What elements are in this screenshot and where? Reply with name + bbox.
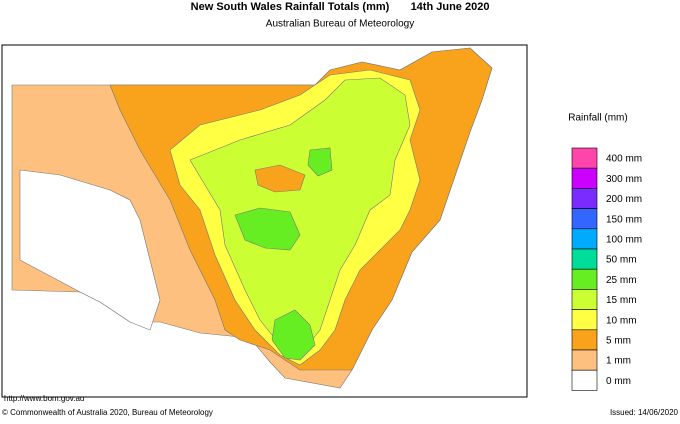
legend-swatch xyxy=(571,309,598,331)
copyright: © Commonwealth of Australia 2020, Bureau… xyxy=(2,408,213,417)
legend-swatch xyxy=(571,167,598,189)
legend-label: 15 mm xyxy=(606,295,637,306)
legend-swatch xyxy=(571,268,598,290)
legend-label: 300 mm xyxy=(606,174,642,185)
title: New South Wales Rainfall Totals (mm) xyxy=(191,1,390,13)
legend-swatch xyxy=(571,208,598,230)
legend-label: 25 mm xyxy=(606,275,637,286)
issued: Issued: 14/06/2020 xyxy=(610,408,679,417)
nsw-0mm xyxy=(19,169,161,331)
legend-swatch xyxy=(571,147,598,169)
legend-label: 5 mm xyxy=(606,336,631,347)
legend-swatch xyxy=(571,248,598,270)
legend: 400 mm 300 mm 200 mm 150 mm 100 mm 50 mm 25 mm… xyxy=(571,147,642,391)
legend-label: 150 mm xyxy=(606,214,642,225)
legend-label: 100 mm xyxy=(606,235,642,246)
date: 14th June 2020 xyxy=(411,1,490,13)
subtitle: Australian Bureau of Meteorology xyxy=(266,19,414,30)
legend-swatch xyxy=(571,369,598,391)
legend-title: Rainfall (mm) xyxy=(568,113,627,124)
nsw-15mm xyxy=(189,77,411,356)
legend-label: 50 mm xyxy=(606,255,637,266)
legend-label: 400 mm xyxy=(606,154,642,165)
nsw-5mm-patch xyxy=(254,164,306,193)
legend-label: 200 mm xyxy=(606,194,642,205)
nsw-25mm-a xyxy=(234,207,301,251)
legend-swatch xyxy=(571,188,598,209)
legend-label: 0 mm xyxy=(606,376,631,387)
legend-swatch xyxy=(571,289,598,310)
legend-label: 1 mm xyxy=(606,356,631,367)
legend-swatch xyxy=(571,349,598,371)
nsw-25mm-b xyxy=(307,147,333,177)
url: http://www.bom.gov.au xyxy=(4,394,84,403)
nsw-25mm-c xyxy=(271,309,316,361)
legend-swatch xyxy=(571,228,598,250)
map xyxy=(11,47,493,389)
legend-label: 10 mm xyxy=(606,315,637,326)
legend-swatch xyxy=(571,329,598,351)
